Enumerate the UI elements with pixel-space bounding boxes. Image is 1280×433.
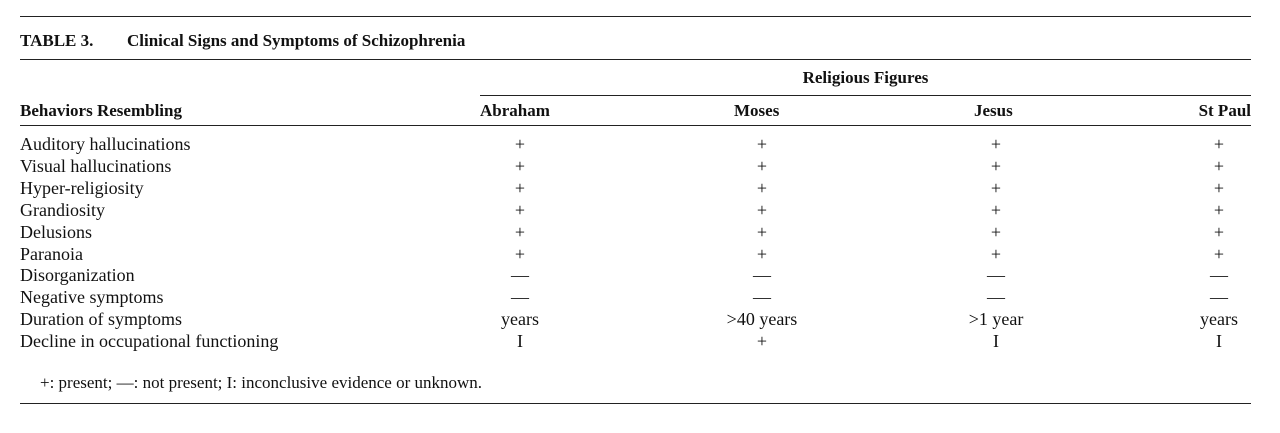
table-cell: + [756,178,768,198]
table-cell: >1 year [968,309,1024,329]
table-cell: I [1216,331,1222,351]
table-cell: — [753,265,771,285]
table-cell: — [1210,265,1228,285]
table-cell: + [1213,244,1225,264]
table-cell: I [993,331,999,351]
table-cell: — [511,287,529,307]
column-header-jesus: Jesus [974,101,1013,120]
table-cell: + [756,244,768,264]
caption-rule [20,59,1251,60]
table-cell: + [514,156,526,176]
row-label: Duration of symptoms [20,309,182,329]
row-header: Behaviors Resembling [20,101,182,120]
column-header-st-paul: St Paul [1198,101,1251,120]
table-cell: + [756,200,768,220]
table-cell: + [756,156,768,176]
table-cell: + [990,244,1002,264]
table-cell: — [753,287,771,307]
table-title: Clinical Signs and Symptoms of Schizophr… [127,31,466,50]
group-header: Religious Figures [802,68,929,87]
bottom-rule [20,403,1251,404]
row-label: Delusions [20,222,92,242]
table-cell: + [514,134,526,154]
table-cell: + [990,178,1002,198]
table-caption: TABLE 3. Clinical Signs and Symptoms of S… [20,31,465,51]
table-cell: — [511,265,529,285]
table-cell: — [987,287,1005,307]
table-cell: + [1213,178,1225,198]
group-header-rule [480,95,1251,96]
table-cell: years [1200,309,1238,329]
table-cell: + [756,222,768,242]
table-cell: + [756,134,768,154]
table-footnote: +: present; —: not present; I: inconclus… [40,373,483,392]
table-cell: + [756,331,768,351]
row-label: Disorganization [20,265,135,285]
row-label: Visual hallucinations [20,156,172,176]
table-cell: + [1213,134,1225,154]
header-rule [20,125,1251,126]
row-label: Grandiosity [20,200,105,220]
table-cell: + [1213,156,1225,176]
top-rule [20,16,1251,17]
table-cell: + [990,156,1002,176]
table-cell: + [514,244,526,264]
table-cell: + [990,200,1002,220]
table-cell: >40 years [726,309,798,329]
row-label: Auditory hallucinations [20,134,191,154]
table-cell: + [514,222,526,242]
row-label: Decline in occupational functioning [20,331,279,351]
table-cell: I [517,331,523,351]
table-cell: + [514,200,526,220]
table-label: TABLE 3. [20,31,94,50]
column-header-abraham: Abraham [480,101,550,120]
column-header-moses: Moses [734,101,780,120]
table-cell: years [501,309,539,329]
table-cell: + [990,222,1002,242]
table-cell: — [987,265,1005,285]
table-cell: + [990,134,1002,154]
row-label: Paranoia [20,244,83,264]
table-cell: — [1210,287,1228,307]
table-cell: + [1213,200,1225,220]
row-label: Negative symptoms [20,287,164,307]
table-cell: + [1213,222,1225,242]
table-cell: + [514,178,526,198]
row-label: Hyper-religiosity [20,178,144,198]
